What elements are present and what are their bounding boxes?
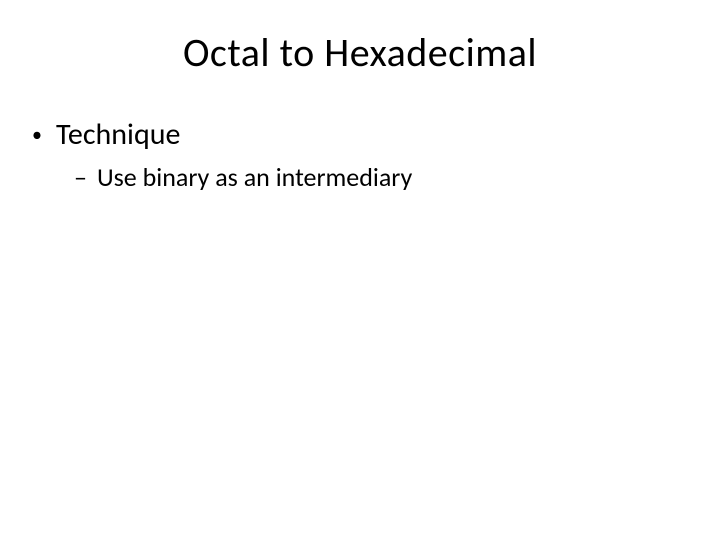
bullet-marker-dash: – <box>74 161 87 193</box>
bullet-text: Technique <box>56 117 180 153</box>
slide-title: Octal to Hexadecimal <box>0 0 720 117</box>
bullet-item-level-2: – Use binary as an intermediary <box>74 161 720 193</box>
bullet-marker-dot: • <box>32 117 42 153</box>
slide-content: • Technique – Use binary as an intermedi… <box>0 117 720 193</box>
bullet-item-level-1: • Technique <box>32 117 720 153</box>
bullet-text: Use binary as an intermediary <box>97 161 412 193</box>
